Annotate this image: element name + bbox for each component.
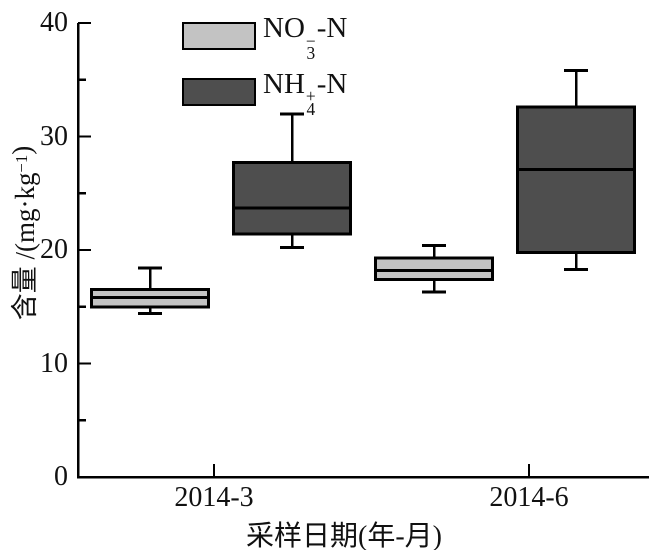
iqr-box: [516, 105, 636, 254]
x-axis-title: 采样日期(年-月): [246, 521, 442, 550]
box-nh4-2014-3: [232, 112, 352, 250]
y-tick-label: 20: [40, 234, 68, 265]
legend-swatch-no3: [182, 22, 256, 51]
nh4-subscript: 4: [306, 98, 316, 119]
box-no3-2014-3: [90, 266, 210, 316]
nh4-superscript: +: [305, 86, 316, 107]
y-tick-label: 10: [40, 347, 68, 379]
box-no3-2014-6: [374, 243, 494, 294]
y-tick-label: 30: [40, 120, 68, 152]
y-axis-title-superscript: −1: [12, 154, 31, 173]
legend-item-nh4: NH +4 -N: [182, 67, 348, 119]
box-nh4-2014-6: [516, 69, 636, 271]
iqr-box: [232, 161, 352, 236]
y-tick-label: 0: [54, 461, 68, 492]
no3-superscript: −: [305, 30, 316, 51]
y-axis-title: 含量 /(mg·kg −1): [2, 3, 42, 463]
x-tick-label: 2014-3: [174, 482, 254, 513]
legend: NO −3 -N NH +4 -N: [182, 13, 347, 124]
legend-swatch-nh4: [182, 77, 256, 106]
iqr-box: [374, 256, 494, 282]
legend-label-no3: NO −3 -N: [263, 12, 348, 64]
x-tick-label: 2014-6: [489, 482, 569, 513]
legend-item-no3: NO −3 -N: [182, 12, 348, 64]
legend-label-nh4: NH +4 -N: [263, 67, 348, 119]
no3-subscript: 3: [306, 43, 316, 64]
y-tick-label: 40: [40, 7, 68, 38]
